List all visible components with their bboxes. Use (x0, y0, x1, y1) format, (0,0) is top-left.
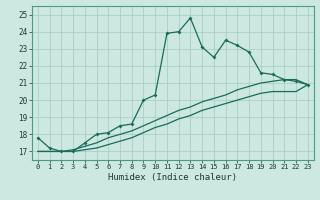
X-axis label: Humidex (Indice chaleur): Humidex (Indice chaleur) (108, 173, 237, 182)
